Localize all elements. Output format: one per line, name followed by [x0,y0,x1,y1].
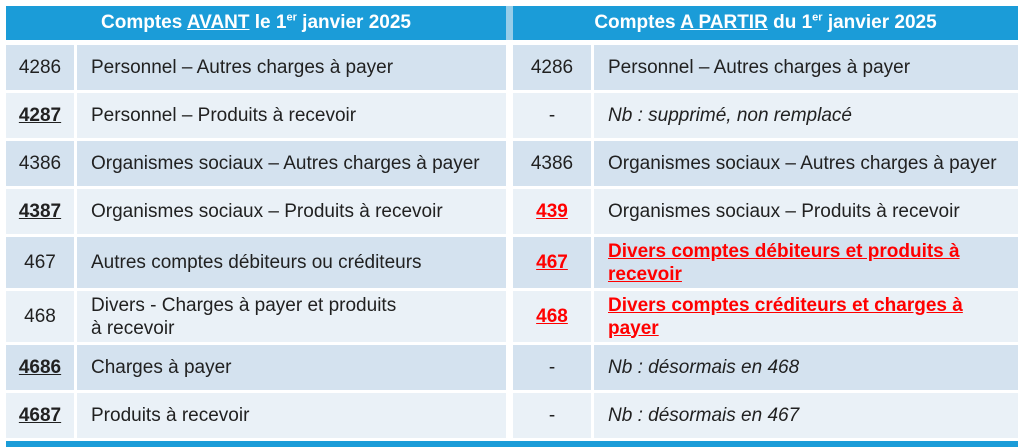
old-account-code: 468 [6,291,74,342]
table-row: 4687 Produits à recevoir - Nb : désormai… [6,393,1018,438]
header-after-text: Comptes A PARTIR du 1er janvier 2025 [594,11,937,33]
old-account-label: Produits à recevoir [77,393,506,438]
old-account-code: 4387 [6,189,74,234]
new-account-code: 4286 [513,45,591,90]
table-bottom-accent-bar [6,441,1018,447]
old-account-code: 467 [6,237,74,288]
new-account-note: Nb : désormais en 468 [594,345,1018,390]
ordinal-superscript: er [812,11,823,24]
new-account-code: 4386 [513,141,591,186]
old-account-label: Personnel – Produits à recevoir [77,93,506,138]
new-account-code: 468 [513,291,591,342]
new-account-label: Personnel – Autres charges à payer [594,45,1018,90]
new-account-label: Divers comptes créditeurs et charges à p… [594,291,1018,342]
new-account-code: - [513,345,591,390]
old-account-label: Personnel – Autres charges à payer [77,45,506,90]
old-account-label: Charges à payer [77,345,506,390]
table-row: 468 Divers - Charges à payer et produits… [6,291,1018,342]
old-account-code: 4386 [6,141,74,186]
new-account-code: 467 [513,237,591,288]
old-account-code: 4287 [6,93,74,138]
old-account-label: Divers - Charges à payer et produits à r… [77,291,506,342]
new-account-note: Nb : supprimé, non remplacé [594,93,1018,138]
old-account-code: 4286 [6,45,74,90]
new-account-label: Organismes sociaux – Autres charges à pa… [594,141,1018,186]
new-account-label: Divers comptes débiteurs et produits à r… [594,237,1018,288]
underlined-word: AVANT [186,12,250,33]
underlined-word: A PARTIR [680,12,768,33]
header-before-text: Comptes AVANT le 1er janvier 2025 [101,11,411,33]
new-account-code: - [513,393,591,438]
new-account-code: - [513,93,591,138]
table-header-row: Comptes AVANT le 1er janvier 2025 Compte… [6,6,1018,40]
old-account-label: Organismes sociaux – Produits à recevoir [77,189,506,234]
new-account-label: Organismes sociaux – Produits à recevoir [594,189,1018,234]
old-account-code: 4686 [6,345,74,390]
table-row: 4287 Personnel – Produits à recevoir - N… [6,93,1018,138]
new-account-code: 439 [513,189,591,234]
table-row: 4386 Organismes sociaux – Autres charges… [6,141,1018,186]
accounts-comparison-table: Comptes AVANT le 1er janvier 2025 Compte… [6,6,1018,441]
table-row: 4686 Charges à payer - Nb : désormais en… [6,345,1018,390]
old-account-label: Autres comptes débiteurs ou créditeurs [77,237,506,288]
header-after-2025: Comptes A PARTIR du 1er janvier 2025 [513,6,1018,40]
old-account-code: 4687 [6,393,74,438]
new-account-note: Nb : désormais en 467 [594,393,1018,438]
table-row: 4387 Organismes sociaux – Produits à rec… [6,189,1018,234]
old-account-label: Organismes sociaux – Autres charges à pa… [77,141,506,186]
ordinal-superscript: er [286,11,297,24]
table-row: 467 Autres comptes débiteurs ou créditeu… [6,237,1018,288]
header-before-2025: Comptes AVANT le 1er janvier 2025 [6,6,506,40]
table-row: 4286 Personnel – Autres charges à payer … [6,45,1018,90]
